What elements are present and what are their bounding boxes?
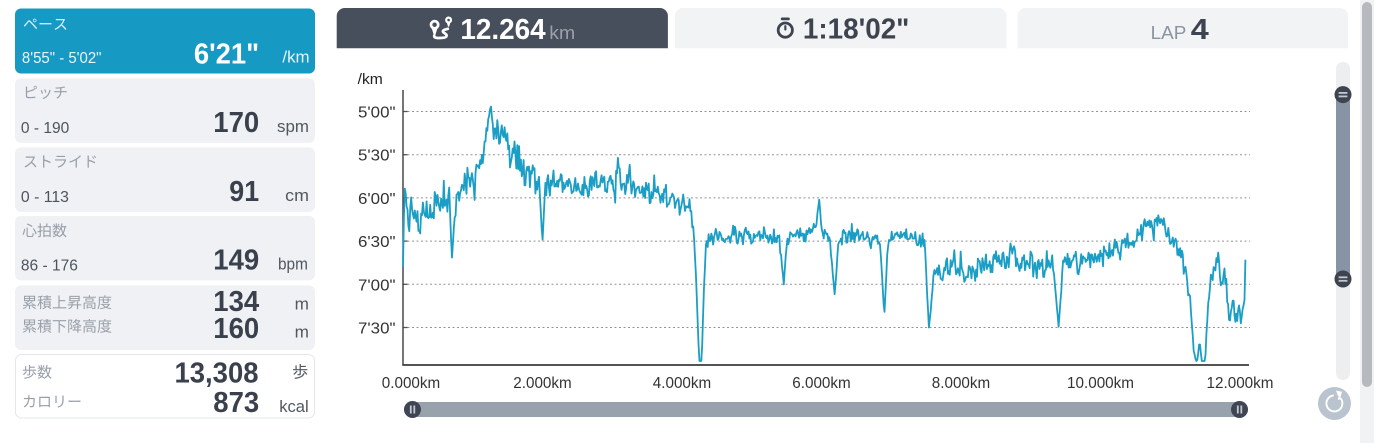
svg-text:160: 160 bbox=[213, 313, 259, 345]
svg-text:4.000km: 4.000km bbox=[653, 375, 711, 392]
svg-text:2.000km: 2.000km bbox=[513, 375, 571, 392]
svg-text:149: 149 bbox=[213, 245, 259, 277]
svg-text:/km: /km bbox=[358, 71, 383, 88]
svg-text:5'00": 5'00" bbox=[358, 105, 396, 122]
svg-text:12.264: 12.264 bbox=[460, 14, 545, 46]
svg-text:0 - 190: 0 - 190 bbox=[21, 120, 69, 137]
svg-text:7'30": 7'30" bbox=[358, 321, 396, 338]
svg-text:170: 170 bbox=[213, 107, 259, 139]
svg-text:6.000km: 6.000km bbox=[792, 375, 850, 392]
svg-text:bpm: bpm bbox=[278, 255, 308, 274]
svg-text:/km: /km bbox=[282, 48, 309, 67]
svg-text:0.000km: 0.000km bbox=[382, 375, 440, 392]
svg-text:6'00": 6'00" bbox=[358, 191, 396, 208]
svg-text:6'21": 6'21" bbox=[194, 39, 259, 71]
svg-text:873: 873 bbox=[213, 387, 259, 419]
svg-text:4: 4 bbox=[1191, 14, 1209, 46]
svg-text:8'55" - 5'02": 8'55" - 5'02" bbox=[22, 50, 102, 67]
svg-text:86 - 176: 86 - 176 bbox=[21, 257, 78, 274]
svg-text:12.000km: 12.000km bbox=[1207, 375, 1274, 392]
svg-text:1:18'02": 1:18'02" bbox=[803, 14, 910, 46]
svg-text:13,308: 13,308 bbox=[175, 358, 259, 390]
svg-text:km: km bbox=[549, 23, 575, 43]
svg-text:7'00": 7'00" bbox=[358, 277, 396, 294]
svg-text:6'30": 6'30" bbox=[358, 234, 396, 251]
svg-text:10.000km: 10.000km bbox=[1067, 375, 1134, 392]
svg-text:spm: spm bbox=[277, 117, 309, 136]
svg-text:m: m bbox=[295, 295, 309, 314]
svg-text:0 - 113: 0 - 113 bbox=[21, 189, 69, 206]
svg-text:LAP: LAP bbox=[1151, 23, 1187, 43]
svg-text:5'30": 5'30" bbox=[358, 148, 396, 165]
svg-text:cm: cm bbox=[285, 186, 309, 205]
svg-text:134: 134 bbox=[213, 286, 259, 318]
svg-text:91: 91 bbox=[229, 176, 259, 208]
svg-text:8.000km: 8.000km bbox=[932, 375, 990, 392]
svg-text:m: m bbox=[295, 323, 309, 342]
svg-text:kcal: kcal bbox=[279, 397, 309, 416]
